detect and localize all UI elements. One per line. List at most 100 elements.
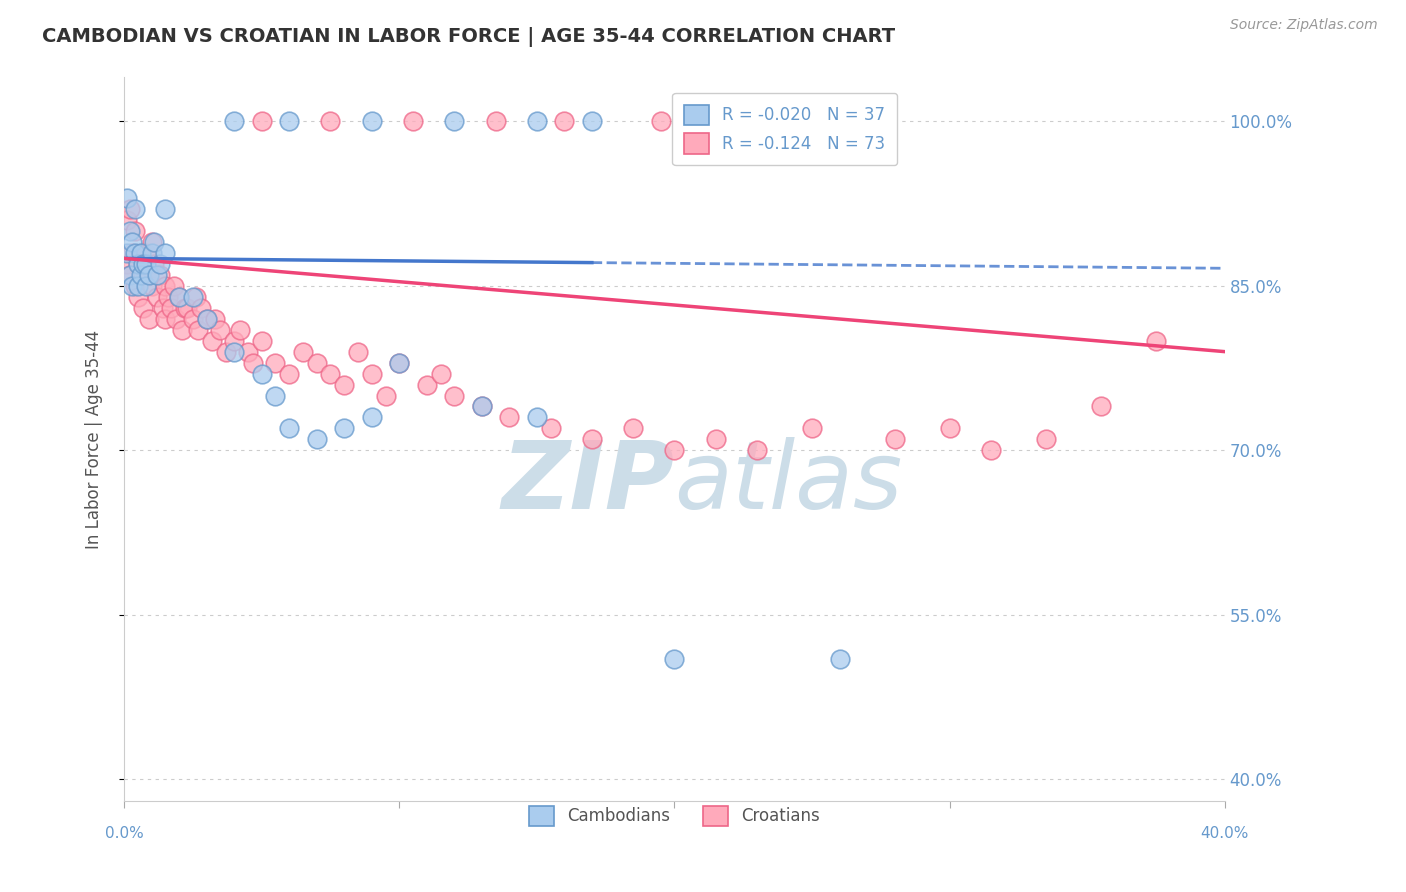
Point [291,344,314,359]
Point [160,301,183,315]
Point [138,268,160,282]
Point [143,257,166,271]
Point [305,356,328,370]
Point [195,311,218,326]
Point [388,356,411,370]
Point [498,410,520,425]
Point [135,278,157,293]
Point [360,410,382,425]
Point [132,257,155,271]
Point [155,202,177,216]
Point [121,235,143,249]
Point [127,257,149,271]
Point [129,268,152,282]
Point [146,268,169,282]
Point [264,388,287,402]
Point [124,246,146,260]
Point [374,388,396,402]
Text: ZIP: ZIP [502,437,675,529]
Point [319,367,342,381]
Point [650,114,672,128]
Point [129,246,152,260]
Point [115,191,138,205]
Point [118,268,141,282]
Point [402,114,425,128]
Point [360,114,382,128]
Point [278,114,301,128]
Point [1035,433,1057,447]
Point [581,114,603,128]
Point [149,268,172,282]
Point [124,224,146,238]
Point [553,114,575,128]
Point [540,421,562,435]
Point [138,268,160,282]
Point [155,311,177,326]
Legend: Cambodians, Croatians: Cambodians, Croatians [522,799,827,833]
Point [443,114,465,128]
Point [115,213,138,227]
Point [118,224,141,238]
Point [690,114,713,128]
Point [278,367,301,381]
Point [215,344,238,359]
Text: atlas: atlas [675,437,903,528]
Text: 40.0%: 40.0% [1201,826,1249,841]
Point [333,377,356,392]
Point [980,443,1002,458]
Y-axis label: In Labor Force | Age 35-44: In Labor Force | Age 35-44 [86,330,103,549]
Point [664,443,686,458]
Point [187,323,209,337]
Point [141,278,163,293]
Point [167,290,190,304]
Point [132,301,155,315]
Point [484,114,506,128]
Point [733,114,755,128]
Point [416,377,439,392]
Point [443,388,465,402]
Point [333,421,356,435]
Point [228,323,250,337]
Point [201,334,224,348]
Point [181,311,204,326]
Point [184,290,207,304]
Point [118,268,141,282]
Point [250,114,273,128]
Point [471,400,494,414]
Point [115,257,138,271]
Point [581,433,603,447]
Point [360,367,382,381]
Point [138,311,160,326]
Point [526,410,548,425]
Point [190,301,212,315]
Point [121,246,143,260]
Point [121,278,143,293]
Point [319,114,342,128]
Point [163,278,186,293]
Point [155,246,177,260]
Point [305,433,328,447]
Point [176,301,198,315]
Point [704,433,727,447]
Point [224,114,246,128]
Point [224,344,246,359]
Point [141,235,163,249]
Point [115,246,138,260]
Point [135,246,157,260]
Point [471,400,494,414]
Point [173,301,195,315]
Point [167,290,190,304]
Point [801,421,824,435]
Point [181,290,204,304]
Point [143,235,166,249]
Point [526,114,548,128]
Point [347,344,370,359]
Point [250,367,273,381]
Point [621,421,644,435]
Point [1144,334,1167,348]
Text: 0.0%: 0.0% [105,826,143,841]
Point [195,311,218,326]
Point [242,356,264,370]
Point [883,433,905,447]
Point [664,651,686,665]
